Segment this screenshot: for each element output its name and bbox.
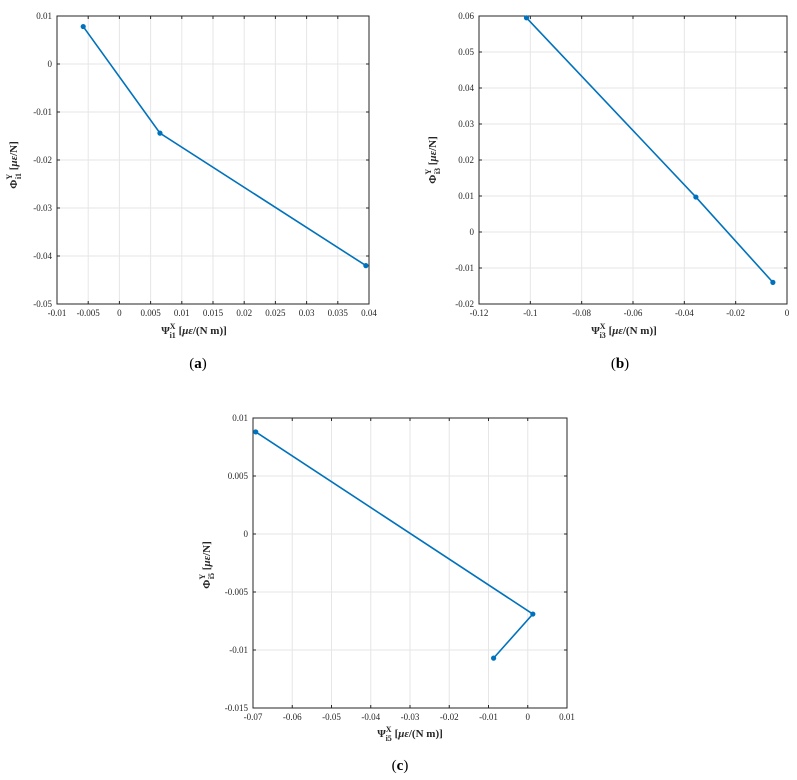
- caption-a: (a): [189, 356, 207, 372]
- y-tick-label: 0.05: [458, 47, 474, 57]
- y-tick-label: 0.01: [458, 191, 474, 201]
- x-tick-label: 0.03: [299, 308, 315, 318]
- xlabel-a: ΨX i1 [με/(N m)]: [161, 322, 227, 340]
- y-tick-label: 0.005: [228, 471, 249, 481]
- data-point: [491, 655, 497, 661]
- y-tick-label: -0.005: [225, 587, 249, 597]
- y-tick-label: -0.01: [455, 263, 474, 273]
- x-tick-label: -0.03: [401, 712, 420, 722]
- x-tick-label: 0: [785, 308, 790, 318]
- panel-a: -0.01 -0.005 0 0.005 0.01 0.015 0.02 0.025 0.03 0…: [5, 11, 377, 372]
- panel-c: -0.07 -0.06 -0.05 -0.04 -0.03 -0.02 -0.01 0 0.01…: [198, 413, 575, 774]
- data-point: [530, 611, 536, 617]
- x-tick-label: -0.01: [48, 308, 67, 318]
- x-tick-label: -0.01: [479, 712, 498, 722]
- x-tick-label: -0.06: [624, 308, 643, 318]
- x-tick-label: -0.04: [675, 308, 694, 318]
- x-tick-label: -0.02: [440, 712, 459, 722]
- ylabel-b: ΦYi3 [με/N]: [424, 136, 442, 184]
- y-tick-label: 0.06: [458, 11, 474, 21]
- y-tick-label: -0.02: [455, 299, 474, 309]
- data-point: [770, 279, 776, 285]
- y-tick-label: 0.02: [458, 155, 474, 165]
- panel-b: -0.12 -0.1 -0.08 -0.06 -0.04 -0.02 0 -0.02 -0.01…: [424, 11, 790, 372]
- data-point: [157, 130, 163, 136]
- x-tick-label: 0.04: [361, 308, 377, 318]
- xlabel-c: ΨX i5 [με/(N m)]: [377, 725, 443, 743]
- x-tick-label: 0: [117, 308, 122, 318]
- x-tick-label: -0.12: [470, 308, 489, 318]
- y-tick-label: -0.02: [33, 155, 52, 165]
- data-point: [80, 23, 86, 30]
- x-tick-label: 0: [526, 712, 531, 722]
- x-tick-label: 0.035: [328, 308, 349, 318]
- x-tick-label: 0.005: [140, 308, 161, 318]
- data-point: [523, 15, 530, 21]
- x-tick-label: -0.005: [77, 308, 101, 318]
- ylabel-a: ΦYi1 [με/N]: [5, 141, 23, 189]
- x-tick-label: 0.01: [559, 712, 575, 722]
- ylabel-c: ΦYi5 [με/N]: [198, 541, 216, 589]
- caption-b: (b): [611, 356, 629, 372]
- xlabel-b: ΨX i3 [με/(N m)]: [591, 322, 657, 340]
- x-tick-label: -0.05: [322, 712, 341, 722]
- x-tick-label: 0.02: [236, 308, 252, 318]
- y-tick-label: -0.03: [33, 203, 52, 213]
- y-tick-label: 0.01: [232, 413, 248, 423]
- y-tick-label: -0.04: [33, 251, 52, 261]
- x-tick-label: 0.01: [174, 308, 190, 318]
- x-tick-label: 0.025: [265, 308, 286, 318]
- x-tick-label: -0.02: [726, 308, 745, 318]
- x-tick-label: -0.1: [523, 308, 537, 318]
- y-tick-label: -0.05: [33, 299, 52, 309]
- x-tick-label: -0.08: [572, 308, 591, 318]
- y-tick-label: 0: [470, 227, 475, 237]
- y-tick-label: -0.015: [225, 703, 249, 713]
- x-tick-label: -0.07: [244, 712, 263, 722]
- x-tick-label: 0.015: [203, 308, 224, 318]
- y-tick-label: -0.01: [229, 645, 248, 655]
- plot-b: -0.12 -0.1 -0.08 -0.06 -0.04 -0.02 0 -0.02 -0.01…: [455, 11, 790, 318]
- plot-c: -0.07 -0.06 -0.05 -0.04 -0.03 -0.02 -0.01 0 0.01…: [225, 413, 575, 722]
- y-tick-label: 0.01: [36, 11, 52, 21]
- plot-a: -0.01 -0.005 0 0.005 0.01 0.015 0.02 0.025 0.03 0…: [33, 11, 377, 318]
- data-point: [363, 263, 369, 269]
- y-tick-label: -0.01: [33, 107, 52, 117]
- x-tick-label: -0.04: [361, 712, 380, 722]
- caption-c: (c): [392, 758, 409, 774]
- data-point: [693, 194, 699, 200]
- y-tick-label: 0.03: [458, 119, 474, 129]
- y-tick-label: 0: [48, 59, 53, 69]
- data-point: [253, 429, 259, 435]
- x-tick-label: -0.06: [283, 712, 302, 722]
- y-tick-label: 0.04: [458, 83, 474, 93]
- y-tick-label: 0: [244, 529, 249, 539]
